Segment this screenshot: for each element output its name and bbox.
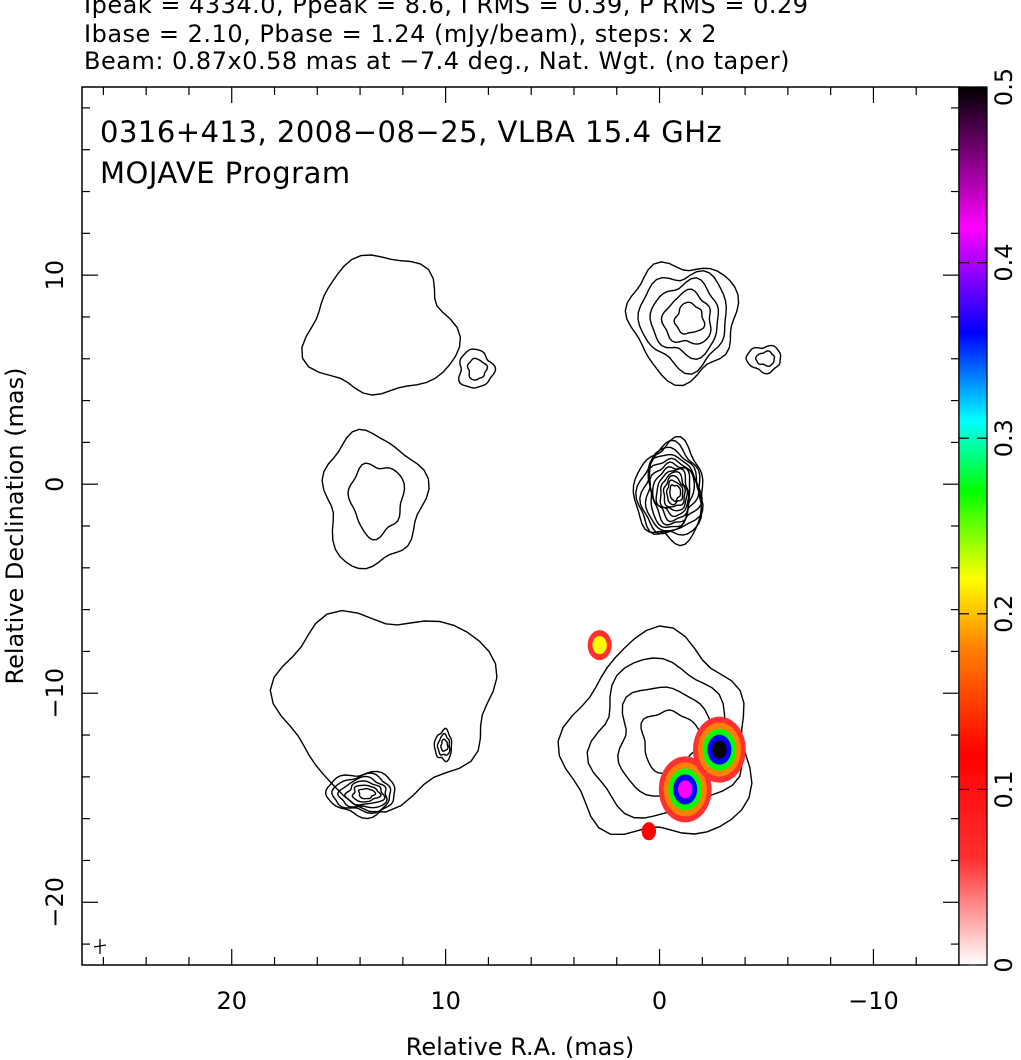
stats-line-1: Ipeak = 4334.0, Ppeak = 8.6, I RMS = 0.3… — [84, 0, 809, 19]
y-tick-label: −20 — [41, 877, 69, 928]
plot-frame — [81, 86, 960, 966]
beam-marker — [93, 939, 107, 954]
contour-left-5-level-0 — [433, 727, 453, 763]
chart-title-line-1: 0316+413, 2008−08−25, VLBA 15.4 GHz — [100, 115, 722, 149]
y-tick-label: −10 — [41, 668, 69, 719]
contour-right-0-level-2 — [649, 277, 720, 361]
pol-peak-0-level-4 — [678, 780, 693, 799]
contour-left-5-level-1 — [436, 732, 451, 756]
contour-right-2-level-11 — [669, 484, 682, 503]
y-tick-label: 0 — [41, 477, 69, 492]
x-tick-label: −10 — [848, 987, 899, 1015]
colorbar-tick-label: 0.4 — [990, 244, 1018, 282]
contour-left-3-level-0 — [269, 609, 498, 813]
contour-left-1-level-1 — [466, 357, 489, 381]
contour-left-4-level-5 — [357, 787, 377, 800]
contour-right-0-level-1 — [637, 269, 728, 375]
pol-peak-1-level-4 — [712, 740, 727, 759]
contour-right-0-level-0 — [624, 261, 740, 387]
contour-left-2-level-0 — [321, 428, 430, 570]
colorbar-ticks: 0 0.1 0.2 0.3 0.4 0.5 — [959, 68, 1018, 973]
contour-right-2-level-2 — [639, 446, 704, 535]
contour-right-2-level-7 — [655, 467, 690, 518]
contour-left-0-level-0 — [301, 254, 462, 396]
pol-peak-2-level-1 — [592, 636, 607, 655]
x-axis-label: Relative R.A. (mas) — [406, 1033, 634, 1060]
colorbar-tick-label: 0.1 — [990, 770, 1018, 808]
colorbar-tick-label: 0.2 — [990, 595, 1018, 633]
colorbar-tick-label: 0.3 — [990, 419, 1018, 457]
pol-peak-3-level-0 — [641, 822, 657, 841]
x-tick-label: 0 — [652, 987, 667, 1015]
contour-left-2-level-1 — [347, 462, 406, 541]
beam-line: Beam: 0.87x0.58 mas at −7.4 deg., Nat. W… — [84, 47, 790, 75]
contour-right-2-level-6 — [651, 466, 691, 523]
contour-right-2-level-0 — [632, 435, 704, 547]
contour-right-0-level-3 — [660, 288, 712, 345]
y-tick-label: 10 — [41, 260, 69, 291]
axis-tick-labels: 20 10 0 −10 10 0 −10 −20 — [41, 260, 899, 1015]
colorbar-tick-label: 0 — [990, 957, 1018, 972]
contour-left-4-level-4 — [351, 784, 382, 803]
contour-left-1-level-0 — [457, 348, 497, 389]
contour-right-2-level-8 — [659, 471, 689, 512]
contour-left-5-level-2 — [440, 738, 449, 752]
x-tick-label: 10 — [430, 987, 461, 1015]
contour-right-2-level-10 — [665, 479, 684, 506]
axis-ticks — [82, 87, 960, 965]
polarization-layer — [587, 630, 746, 841]
contour-right-3-level-0 — [557, 625, 753, 836]
contour-left-4-level-1 — [331, 772, 392, 815]
contour-left-4-level-3 — [343, 780, 386, 806]
contour-right-1-level-0 — [745, 344, 782, 375]
y-axis-label: Relative Declination (mas) — [1, 367, 29, 684]
contour-right-0-level-4 — [673, 301, 706, 335]
contour-right-1-level-1 — [755, 350, 776, 368]
contour-left-4-level-2 — [336, 775, 388, 809]
contour-left-4-level-0 — [324, 770, 396, 820]
stats-line-2: Ibase = 2.10, Pbase = 1.24 (mJy/beam), s… — [84, 20, 718, 48]
x-tick-label: 20 — [216, 987, 247, 1015]
chart-title-line-2: MOJAVE Program — [100, 156, 351, 190]
contour-right-2-level-9 — [662, 474, 687, 508]
contour-right-2-level-1 — [635, 439, 703, 536]
colorbar — [958, 86, 988, 966]
colorbar-tick-label: 0.5 — [990, 68, 1018, 106]
